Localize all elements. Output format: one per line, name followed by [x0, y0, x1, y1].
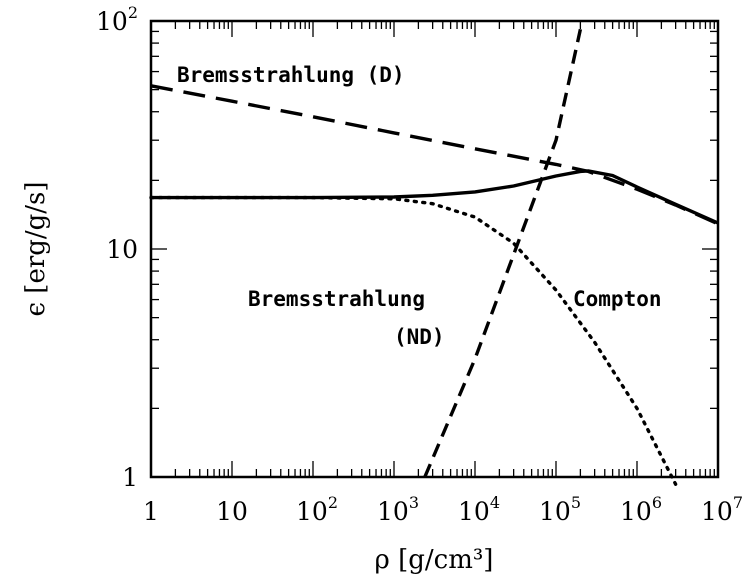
series-line-dashed: [423, 28, 583, 478]
x-tick-label: 106: [620, 493, 662, 526]
x-tick-label: 107: [701, 493, 743, 526]
annotation-compton: Compton: [573, 287, 662, 311]
y-tick-label: 1: [122, 463, 138, 492]
axis-ticks: [150, 21, 718, 478]
x-tick-labels: 1 10 102 103 104 105 106 107: [143, 493, 743, 526]
series-lines: [149, 28, 719, 486]
x-tick-label: 104: [458, 493, 500, 526]
y-tick-labels: 1 10 102: [96, 3, 138, 492]
series-line-longdash: [150, 84, 719, 226]
plot-frame: [149, 19, 720, 479]
x-tick-label: 1: [143, 497, 159, 526]
annotation-bremsstrahlung-nd: Bremsstrahlung: [248, 287, 425, 311]
x-axis-label: ρ [g/cm³]: [375, 545, 494, 575]
y-tick-label: 102: [96, 3, 138, 36]
annotation-bremsstrahlung-d: Bremsstrahlung (D): [177, 63, 405, 87]
x-tick-label: 103: [377, 493, 419, 526]
x-tick-label: 102: [296, 493, 338, 526]
x-tick-label: 10: [216, 497, 248, 526]
y-axis-label: ϵ [erg/g/s]: [21, 181, 51, 316]
y-tick-label: 10: [106, 235, 138, 264]
x-tick-label: 105: [539, 493, 581, 526]
annotation-nd: (ND): [394, 325, 445, 349]
series-line-dotted: [149, 195, 678, 486]
series-line-solid: [151, 169, 719, 225]
